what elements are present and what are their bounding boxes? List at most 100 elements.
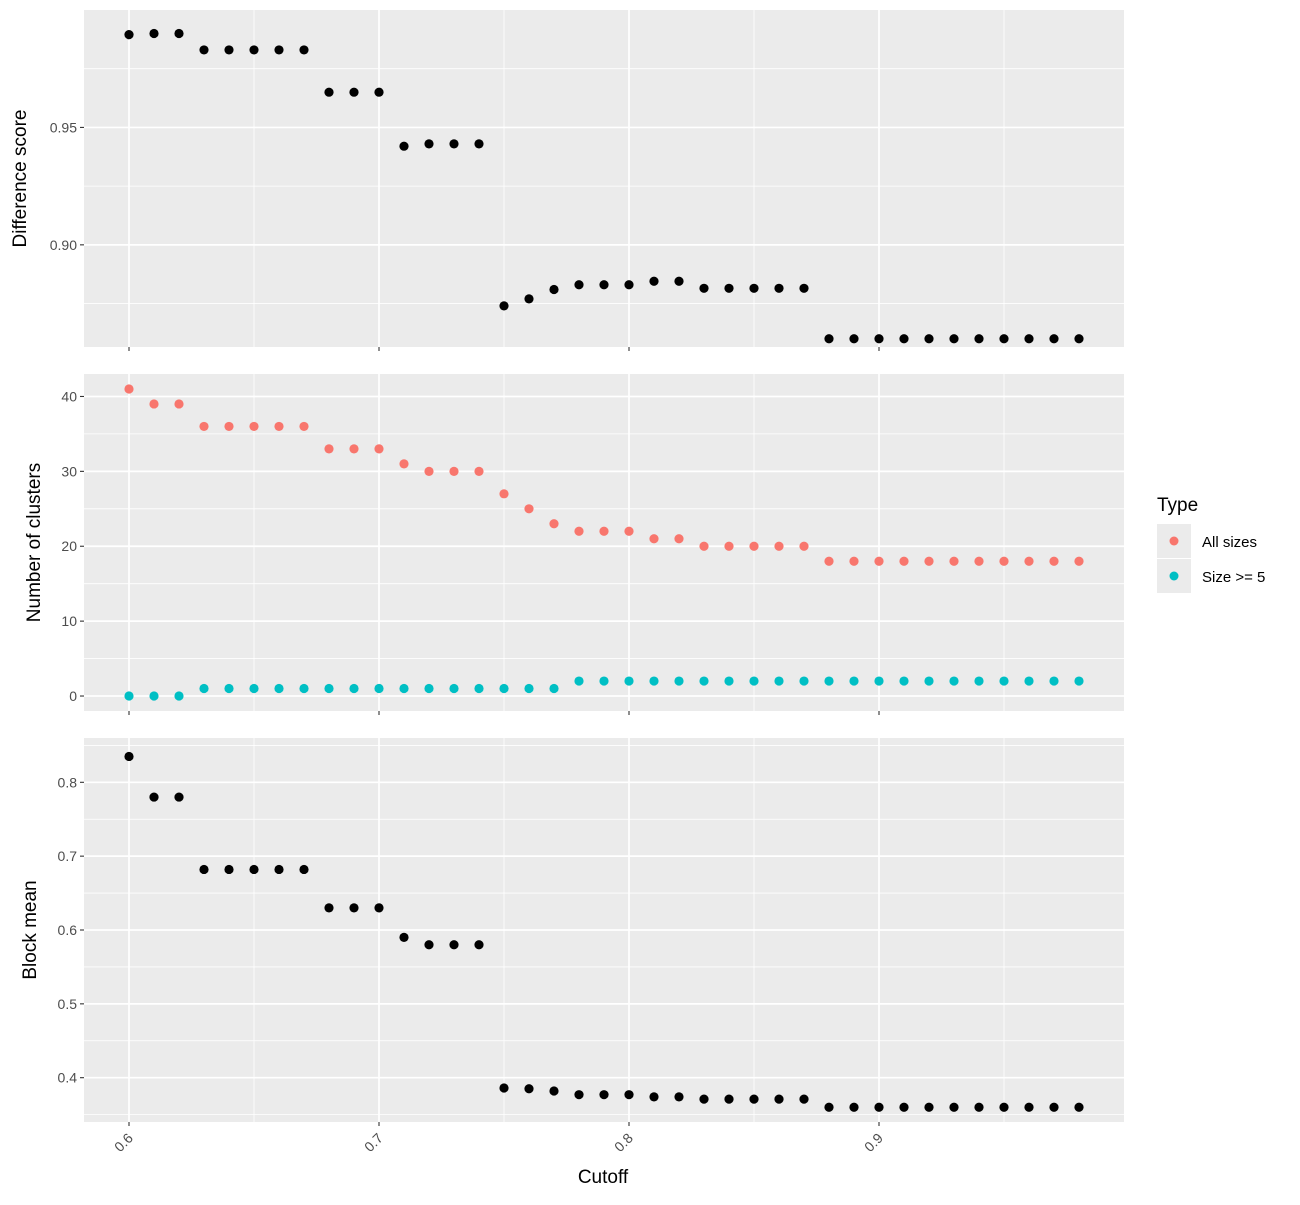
point-difference-score-0-36 <box>1024 334 1034 344</box>
point-difference-score-0-23 <box>699 283 709 293</box>
point-block-mean-0-33 <box>949 1102 959 1112</box>
point-block-mean-0-24 <box>724 1094 734 1104</box>
x-tick-label-block-mean-3: 0.9 <box>861 1130 886 1155</box>
point-block-mean-0-27 <box>799 1094 809 1104</box>
point-number-of-clusters-1-13 <box>449 683 459 694</box>
point-number-of-clusters-0-37 <box>1049 556 1059 566</box>
point-number-of-clusters-0-10 <box>374 444 384 454</box>
point-difference-score-0-11 <box>399 141 409 151</box>
point-difference-score-0-33 <box>949 334 959 344</box>
point-difference-score-0-31 <box>899 334 909 344</box>
point-number-of-clusters-1-9 <box>349 683 359 694</box>
point-difference-score-0-30 <box>874 334 884 344</box>
point-number-of-clusters-1-30 <box>874 676 884 686</box>
point-number-of-clusters-0-16 <box>524 504 534 514</box>
point-block-mean-0-11 <box>399 932 409 942</box>
point-block-mean-0-29 <box>849 1102 859 1112</box>
panel-number-of-clusters: 0 10 20 30 40 Number of clusters <box>24 374 1124 715</box>
point-number-of-clusters-0-31 <box>899 556 909 566</box>
point-number-of-clusters-1-35 <box>999 676 1009 686</box>
point-number-of-clusters-0-9 <box>349 444 359 454</box>
point-number-of-clusters-0-8 <box>324 444 334 454</box>
point-difference-score-0-7 <box>299 45 309 55</box>
point-block-mean-0-30 <box>874 1102 884 1112</box>
point-number-of-clusters-1-22 <box>674 676 684 686</box>
point-number-of-clusters-1-37 <box>1049 676 1059 686</box>
point-difference-score-0-9 <box>349 87 359 97</box>
x-tick-label-block-mean-1: 0.7 <box>361 1130 386 1155</box>
point-number-of-clusters-1-3 <box>199 683 209 694</box>
point-number-of-clusters-1-16 <box>524 683 534 694</box>
point-number-of-clusters-0-33 <box>949 556 959 566</box>
point-difference-score-0-4 <box>224 45 234 55</box>
point-number-of-clusters-1-33 <box>949 676 959 686</box>
point-number-of-clusters-0-22 <box>674 534 684 544</box>
x-tick-label-block-mean-0: 0.6 <box>111 1130 136 1155</box>
y-tick-label-block-mean-3: 0.7 <box>58 848 78 864</box>
point-block-mean-0-36 <box>1024 1102 1034 1112</box>
point-difference-score-0-26 <box>774 283 784 293</box>
point-number-of-clusters-0-29 <box>849 556 859 566</box>
legend-key-size-ge-5 <box>1169 571 1179 581</box>
point-difference-score-0-10 <box>374 87 384 97</box>
y-tick-label-number-of-clusters-1: 10 <box>61 613 77 629</box>
point-number-of-clusters-0-25 <box>749 541 759 551</box>
point-number-of-clusters-1-31 <box>899 676 909 686</box>
point-difference-score-0-37 <box>1049 334 1059 344</box>
point-block-mean-0-7 <box>299 864 309 875</box>
legend-label-all-sizes: All sizes <box>1202 534 1257 551</box>
point-block-mean-0-3 <box>199 864 209 875</box>
point-number-of-clusters-1-24 <box>724 676 734 686</box>
point-number-of-clusters-1-12 <box>424 683 434 694</box>
point-block-mean-0-38 <box>1074 1102 1084 1112</box>
legend-label-size-ge-5: Size >= 5 <box>1202 569 1265 586</box>
point-number-of-clusters-0-14 <box>474 466 484 476</box>
point-block-mean-0-23 <box>699 1094 709 1104</box>
point-block-mean-0-16 <box>524 1084 534 1094</box>
point-number-of-clusters-1-0 <box>124 691 134 701</box>
panel-difference-score: 0.90 0.95 Difference score <box>10 10 1124 351</box>
point-number-of-clusters-0-30 <box>874 556 884 566</box>
point-difference-score-0-25 <box>749 283 759 293</box>
point-number-of-clusters-1-2 <box>174 691 184 701</box>
point-block-mean-0-22 <box>674 1092 684 1102</box>
point-number-of-clusters-0-18 <box>574 526 584 536</box>
point-number-of-clusters-1-28 <box>824 676 834 686</box>
point-number-of-clusters-0-35 <box>999 556 1009 566</box>
point-block-mean-0-18 <box>574 1090 584 1100</box>
point-block-mean-0-15 <box>499 1083 509 1093</box>
point-difference-score-0-6 <box>274 45 284 55</box>
series-difference-score-0 <box>124 28 1084 344</box>
point-number-of-clusters-0-17 <box>549 519 559 529</box>
point-block-mean-0-5 <box>249 864 259 875</box>
point-block-mean-0-12 <box>424 940 434 950</box>
point-difference-score-0-24 <box>724 283 734 293</box>
point-block-mean-0-14 <box>474 940 484 950</box>
panel-block-mean: 0.4 0.5 0.6 0.7 0.8 0.6 0.7 0.8 0.9 Block mean <box>20 738 1124 1155</box>
point-number-of-clusters-1-4 <box>224 683 234 694</box>
series-number-of-clusters-0 <box>124 384 1084 566</box>
point-block-mean-0-34 <box>974 1102 984 1112</box>
y-tick-label-number-of-clusters-2: 20 <box>61 538 77 554</box>
legend-key-all-sizes <box>1169 536 1179 546</box>
y-tick-label-block-mean-2: 0.6 <box>58 922 78 938</box>
point-block-mean-0-13 <box>449 940 459 950</box>
point-number-of-clusters-1-20 <box>624 676 634 686</box>
point-number-of-clusters-1-23 <box>699 676 709 686</box>
point-block-mean-0-17 <box>549 1086 559 1096</box>
point-difference-score-0-29 <box>849 334 859 344</box>
point-number-of-clusters-0-6 <box>274 421 284 432</box>
point-difference-score-0-18 <box>574 280 584 290</box>
point-difference-score-0-28 <box>824 334 834 344</box>
point-difference-score-0-1 <box>149 28 159 39</box>
y-axis-title-block-mean: Block mean <box>20 880 41 979</box>
point-number-of-clusters-1-25 <box>749 676 759 686</box>
point-number-of-clusters-1-7 <box>299 683 309 694</box>
y-tick-label-difference-score-0: 0.90 <box>50 237 77 253</box>
point-number-of-clusters-1-18 <box>574 676 584 686</box>
point-number-of-clusters-1-1 <box>149 691 159 701</box>
point-block-mean-0-10 <box>374 903 384 913</box>
point-number-of-clusters-1-38 <box>1074 676 1084 686</box>
point-number-of-clusters-0-34 <box>974 556 984 566</box>
point-number-of-clusters-0-19 <box>599 526 609 536</box>
